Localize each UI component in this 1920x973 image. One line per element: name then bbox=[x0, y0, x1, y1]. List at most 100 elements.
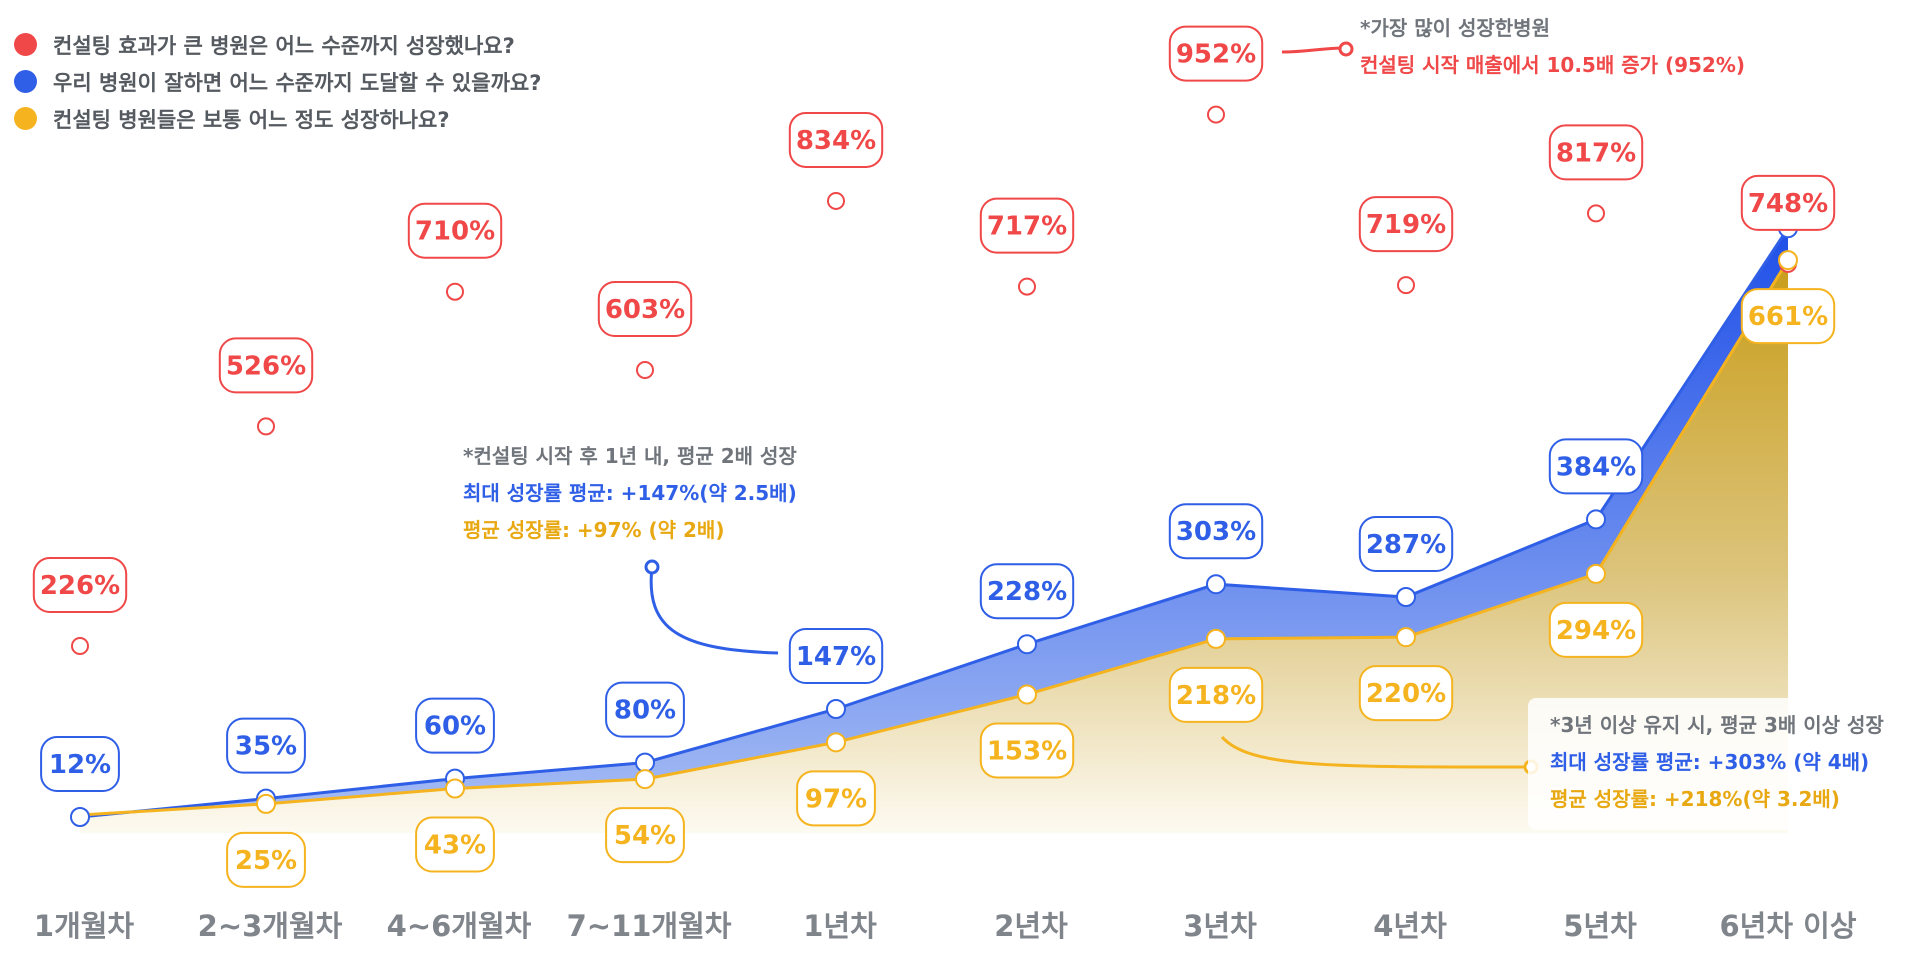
top-annotation-note: *가장 많이 성장한병원 bbox=[1360, 16, 1550, 40]
average-label: 294% bbox=[1548, 601, 1644, 658]
top-hospital-label: 834% bbox=[788, 111, 884, 168]
top-hospital-point bbox=[257, 417, 275, 436]
legend-label-average: 컨설팅 병원들은 보통 어느 정도 성장하나요? bbox=[53, 107, 450, 132]
potential-line bbox=[79, 227, 1790, 819]
potential-point bbox=[1017, 634, 1037, 655]
top-hospital-point bbox=[446, 282, 464, 301]
legend-label-potential: 우리 병원이 잘하면 어느 수준까지 도달할 수 있을까요? bbox=[53, 70, 542, 95]
top-hospital-label: 603% bbox=[597, 281, 693, 338]
top-hospital-point bbox=[1587, 204, 1605, 223]
potential-label: 303% bbox=[1168, 503, 1264, 560]
x-axis-tick-label: 4년차 bbox=[1373, 909, 1447, 943]
top-hospital-label: 717% bbox=[979, 197, 1075, 254]
chart-markers bbox=[70, 105, 1798, 827]
potential-label: 384% bbox=[1548, 438, 1644, 495]
legend-swatch-red bbox=[14, 33, 37, 56]
potential-point bbox=[635, 752, 655, 773]
top-hospital-label-text: 226% bbox=[40, 571, 120, 601]
potential-point bbox=[1586, 509, 1606, 530]
average-point bbox=[256, 793, 276, 814]
x-axis-tick-label: 6년차 이상 bbox=[1720, 909, 1857, 943]
top-hospital-label-text: 526% bbox=[226, 351, 306, 381]
top-hospital-point bbox=[827, 191, 845, 210]
average-label: 153% bbox=[979, 722, 1075, 779]
top-hospital-label: 226% bbox=[32, 557, 128, 613]
top-hospital-label-text: 710% bbox=[415, 217, 495, 247]
average-label-text: 220% bbox=[1366, 679, 1446, 709]
potential-label: 12% bbox=[40, 736, 120, 792]
x-axis-tick-label: 2~3개월차 bbox=[198, 909, 343, 943]
year1-annotation-avg: 평균 성장률: +97% (약 2배) bbox=[463, 518, 724, 542]
x-axis-tick-label: 1년차 bbox=[803, 909, 877, 943]
potential-label: 60% bbox=[415, 697, 495, 754]
year3-annotation-max: 최대 성장률 평균: +303% (약 4배) bbox=[1550, 750, 1869, 774]
top-hospital-point bbox=[1397, 276, 1415, 295]
potential-label-text: 384% bbox=[1556, 452, 1636, 482]
top-hospital-label-text: 834% bbox=[796, 126, 876, 156]
average-label-text: 43% bbox=[424, 830, 486, 860]
average-point bbox=[1396, 627, 1416, 648]
year1-annotation: *컨설팅 시작 후 1년 내, 평균 2배 성장 최대 성장률 평균: +147… bbox=[463, 444, 797, 542]
average-point bbox=[826, 732, 846, 753]
top-hospital-label: 748% bbox=[1740, 174, 1836, 231]
average-label: 54% bbox=[605, 807, 685, 864]
average-label-text: 97% bbox=[805, 784, 867, 814]
year3-annotation-avg: 평균 성장률: +218%(약 3.2배) bbox=[1550, 787, 1840, 811]
average-label-text: 218% bbox=[1176, 681, 1256, 711]
average-label-text: 54% bbox=[614, 821, 676, 851]
legend-item-average: 컨설팅 병원들은 보통 어느 정도 성장하나요? bbox=[14, 100, 541, 137]
average-label: 25% bbox=[226, 831, 306, 888]
top-hospital-label-text: 817% bbox=[1556, 138, 1636, 168]
legend: 컨설팅 효과가 큰 병원은 어느 수준까지 성장했나요? 우리 병원이 잘하면 … bbox=[14, 26, 541, 137]
legend-swatch-gold bbox=[14, 107, 37, 130]
potential-label: 80% bbox=[605, 681, 685, 738]
legend-item-top-hospitals: 컨설팅 효과가 큰 병원은 어느 수준까지 성장했나요? bbox=[14, 26, 541, 63]
average-point bbox=[1778, 250, 1798, 271]
potential-label-text: 80% bbox=[614, 696, 676, 726]
legend-label-top-hospitals: 컨설팅 효과가 큰 병원은 어느 수준까지 성장했나요? bbox=[53, 33, 515, 58]
top-hospital-label-text: 719% bbox=[1366, 210, 1446, 240]
year1-annotation-max: 최대 성장률 평균: +147%(약 2.5배) bbox=[463, 481, 797, 505]
x-axis-labels: 1개월차 2~3개월차 4~6개월차 7~11개월차 1년차 2년차 3년차 4년차 5년차 6년… bbox=[34, 909, 1857, 943]
year3-annotation: *3년 이상 유지 시, 평균 3배 이상 성장 최대 성장률 평균: +303… bbox=[1528, 698, 1920, 830]
top-hospital-label: 526% bbox=[218, 337, 314, 394]
average-point bbox=[1586, 563, 1606, 584]
top-hospital-point bbox=[1018, 277, 1036, 296]
potential-label-text: 303% bbox=[1176, 517, 1256, 547]
potential-point bbox=[1396, 587, 1416, 607]
potential-label-text: 35% bbox=[235, 732, 297, 762]
top-hospital-label-text: 748% bbox=[1748, 189, 1828, 219]
top-hospital-label: 952% bbox=[1168, 25, 1264, 82]
x-axis-tick-label: 1개월차 bbox=[34, 909, 135, 943]
potential-label-text: 228% bbox=[987, 577, 1067, 607]
year3-annotation-panel bbox=[1528, 698, 1920, 830]
year1-annotation-connector-dot bbox=[644, 559, 660, 575]
x-axis-tick-label: 5년차 bbox=[1563, 909, 1637, 943]
top-hospital-point bbox=[71, 637, 89, 655]
top-hospital-label: 710% bbox=[407, 202, 503, 259]
potential-label: 35% bbox=[226, 717, 306, 774]
top-hospital-label-text: 603% bbox=[605, 295, 685, 325]
year1-annotation-note: *컨설팅 시작 후 1년 내, 평균 2배 성장 bbox=[463, 444, 797, 468]
top-annotation: *가장 많이 성장한병원 컨설팅 시작 매출에서 10.5배 증가 (952%) bbox=[1360, 16, 1745, 77]
average-label: 661% bbox=[1740, 288, 1836, 345]
potential-point bbox=[826, 699, 846, 719]
potential-label-text: 147% bbox=[796, 642, 876, 672]
potential-label-text: 287% bbox=[1366, 530, 1446, 560]
top-hospital-point bbox=[636, 361, 654, 380]
average-label: 97% bbox=[796, 770, 876, 827]
average-label-text: 25% bbox=[235, 846, 297, 876]
top-hospital-point bbox=[1207, 105, 1225, 124]
average-label: 220% bbox=[1358, 665, 1454, 722]
potential-label: 287% bbox=[1358, 516, 1454, 572]
year1-annotation-connector bbox=[649, 566, 779, 655]
potential-point bbox=[1206, 574, 1226, 595]
legend-swatch-blue bbox=[14, 70, 37, 93]
average-point bbox=[445, 778, 465, 799]
legend-item-potential: 우리 병원이 잘하면 어느 수준까지 도달할 수 있을까요? bbox=[14, 63, 541, 100]
potential-label-text: 12% bbox=[49, 750, 111, 780]
potential-label: 147% bbox=[788, 628, 884, 684]
average-label-text: 294% bbox=[1556, 616, 1636, 646]
potential-label: 228% bbox=[979, 563, 1075, 620]
